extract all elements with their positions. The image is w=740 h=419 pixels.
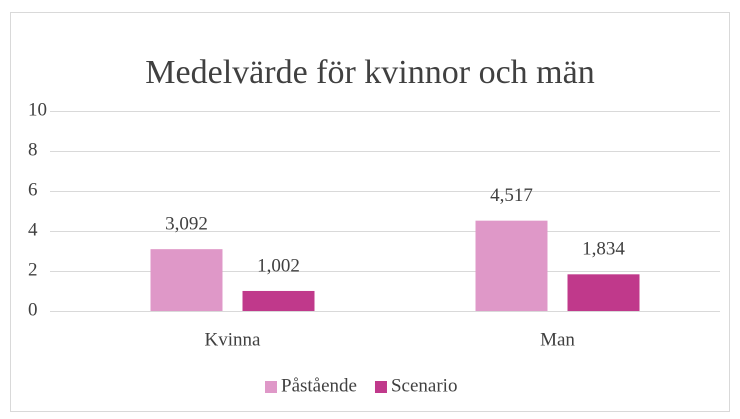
data-label: 1,834 <box>582 239 625 260</box>
y-tick-label: 2 <box>28 259 38 280</box>
x-tick-label: Man <box>540 329 575 350</box>
data-label: 1,002 <box>257 255 300 276</box>
data-label: 4,517 <box>490 185 533 206</box>
y-tick-label: 10 <box>28 99 47 120</box>
legend-swatch <box>265 381 277 393</box>
bar <box>242 290 315 311</box>
chart-title: Medelvärde för kvinnor och män <box>145 54 594 91</box>
x-tick-label: Kvinna <box>205 329 262 350</box>
y-tick-label: 8 <box>28 139 38 160</box>
y-tick-label: 0 <box>28 299 38 320</box>
legend-label: Scenario <box>391 375 457 396</box>
bar <box>475 220 548 311</box>
y-tick-label: 6 <box>28 179 38 200</box>
chart-border <box>10 12 730 412</box>
y-tick-label: 4 <box>28 219 38 240</box>
legend-label: Påstående <box>281 375 357 396</box>
bar <box>150 249 223 311</box>
data-label: 3,092 <box>165 214 208 235</box>
bar <box>567 274 640 311</box>
legend-swatch <box>374 381 387 393</box>
